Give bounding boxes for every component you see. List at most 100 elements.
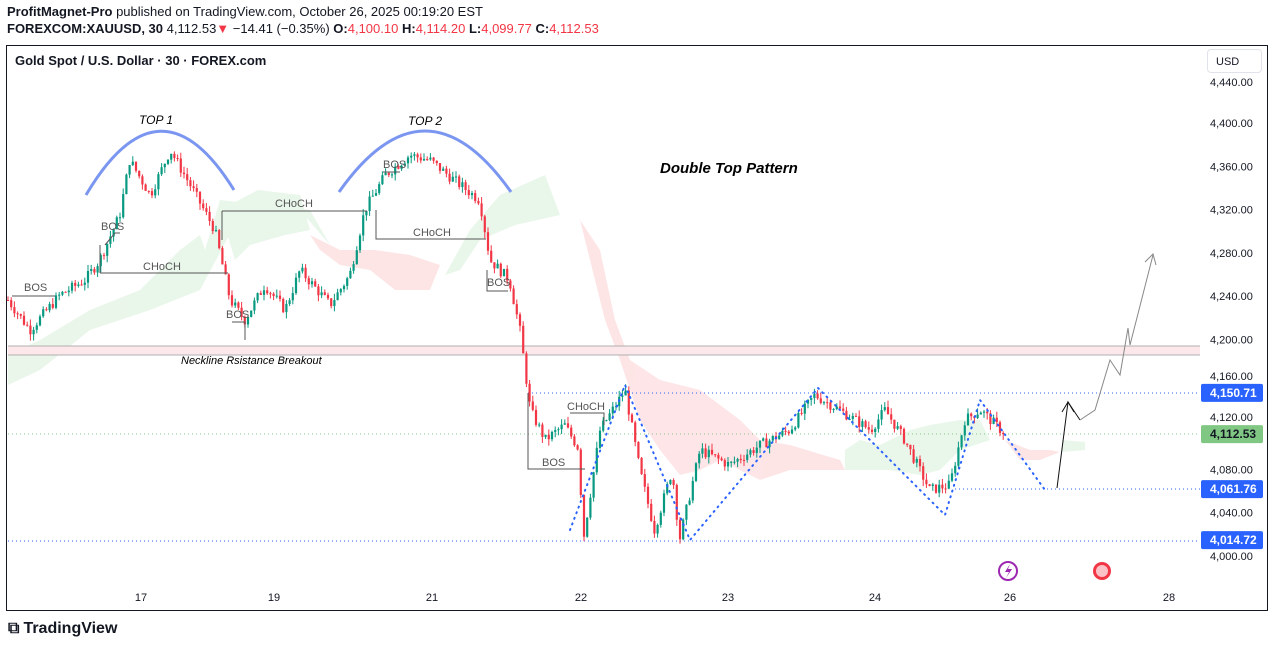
high-label: H: — [401, 21, 416, 36]
candle-body — [928, 484, 931, 487]
candles — [6, 151, 1005, 544]
time-axis[interactable]: 17 19 21 22 23 24 26 28 — [135, 592, 1175, 604]
top1-label: TOP 1 — [139, 113, 173, 127]
candle-body — [691, 480, 694, 501]
price-label-box — [1201, 480, 1263, 499]
currency-button[interactable]: USD — [1207, 49, 1262, 73]
candle-body — [90, 269, 93, 271]
price-label: 4,061.76 — [1210, 482, 1257, 496]
candle-body — [723, 460, 726, 467]
candle-body — [230, 295, 234, 306]
choch-label: CHoCH — [567, 401, 605, 413]
candle-body — [218, 230, 221, 249]
candle-body — [45, 309, 48, 311]
candle-body — [451, 176, 454, 182]
logo-text: TradingView — [23, 620, 118, 637]
candle-body — [915, 459, 918, 463]
candle-body — [477, 200, 480, 204]
candle-body — [48, 304, 51, 311]
y-tick-label: 4,280.00 — [1210, 248, 1253, 260]
candle-body — [224, 264, 227, 275]
candle-body — [304, 267, 307, 279]
candle-body — [128, 165, 131, 175]
candle-body — [221, 248, 224, 265]
candle-body — [67, 290, 70, 293]
candle-body — [646, 486, 650, 504]
y-tick-label: 4,200.00 — [1210, 335, 1253, 347]
candle-body — [406, 157, 410, 164]
candle-body — [442, 168, 445, 171]
candle-body — [605, 420, 608, 422]
candle-body — [800, 412, 803, 414]
close-label: C: — [535, 21, 550, 36]
candle-body — [493, 262, 496, 269]
candle-body — [467, 190, 470, 196]
y-tick-label: 4,040.00 — [1210, 508, 1253, 520]
candle-body — [947, 480, 950, 489]
neckline-label: Neckline Rsistance Breakout — [181, 355, 323, 367]
candle-body — [454, 176, 458, 178]
candle-body — [794, 427, 797, 430]
candle-body — [765, 438, 768, 448]
candle-body — [80, 284, 83, 286]
candle-body — [333, 300, 336, 307]
candle-body — [483, 216, 486, 233]
candle-body — [179, 158, 182, 173]
candle-body — [848, 418, 851, 420]
candle-body — [893, 419, 896, 429]
tradingview-logo: ⧉ TradingView — [8, 620, 117, 638]
candle-body — [83, 282, 86, 285]
candle-body — [931, 484, 934, 487]
y-tick-label: 4,120.00 — [1210, 412, 1253, 424]
x-tick-label: 22 — [575, 592, 587, 604]
candle-body — [669, 480, 672, 484]
candle-body — [317, 286, 320, 296]
candle-body — [214, 230, 218, 232]
y-tick-label: 4,160.00 — [1210, 371, 1253, 383]
candle-body — [202, 203, 205, 209]
price-axis[interactable]: 4,440.00 4,400.00 4,360.00 4,320.00 4,280.00… — [1210, 77, 1253, 563]
candle-body — [902, 428, 906, 444]
candle-body — [621, 395, 624, 397]
candle-body — [982, 411, 986, 413]
chart-frame[interactable] — [6, 45, 1268, 611]
candle-body — [189, 180, 192, 187]
candle-body — [99, 255, 102, 267]
candle-body — [397, 166, 400, 169]
candle-body — [403, 163, 406, 166]
top1-arc — [84, 129, 236, 196]
candle-body — [144, 184, 147, 191]
candle-body — [365, 210, 368, 216]
candle-body — [816, 393, 819, 399]
price-label-box — [1201, 425, 1263, 444]
candle-body — [694, 463, 698, 481]
candle-body — [330, 298, 333, 307]
candle-body — [810, 398, 813, 400]
low-value: 4,099.77 — [481, 21, 532, 36]
candle-body — [992, 417, 995, 425]
candle-body — [883, 407, 886, 411]
candle-body — [86, 270, 90, 283]
candle-body — [1002, 432, 1005, 435]
candle-body — [227, 274, 230, 296]
ohlc-bar: FOREXCOM:XAUUSD, 30 4,112.53▼ −14.41 (−0… — [7, 21, 599, 36]
candle-body — [115, 217, 118, 230]
candle-body — [170, 153, 173, 160]
candle-body — [374, 193, 378, 196]
candle-body — [205, 208, 208, 212]
candle-body — [640, 457, 643, 475]
candle-body — [672, 480, 675, 486]
candle-body — [58, 294, 61, 296]
candle-body — [512, 288, 515, 305]
candle-body — [698, 453, 701, 464]
candle-body — [653, 520, 656, 534]
candle-body — [118, 217, 122, 219]
candle-body — [918, 459, 922, 467]
candle-body — [314, 281, 317, 287]
candle-body — [538, 424, 541, 426]
candle-body — [6, 299, 10, 301]
bos-label: BOS — [226, 309, 249, 321]
candle-body — [163, 163, 166, 168]
lightning-icon — [1005, 564, 1012, 578]
